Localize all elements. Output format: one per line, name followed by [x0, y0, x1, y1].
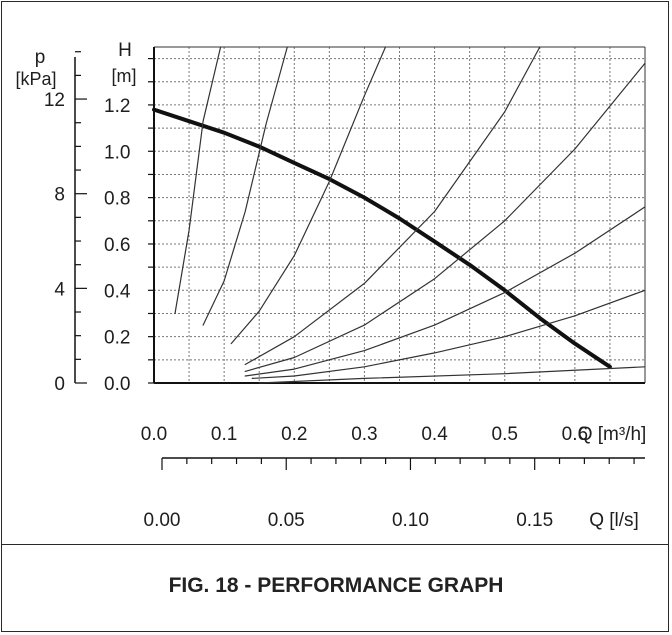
system-curve-line [174, 46, 222, 315]
y-tick-label: 0.2 [104, 328, 130, 349]
y2-axis-bracket-label: [kPa] [15, 69, 56, 89]
system-curve-line [251, 289, 646, 379]
y2-tick-label: 12 [44, 90, 65, 111]
system-curve-line [244, 206, 646, 377]
system-curve-line [202, 46, 288, 326]
y-tick-label: 1.0 [104, 142, 130, 163]
x-tick-label: 0.1 [211, 424, 237, 445]
system-curve-line [230, 46, 387, 345]
caption-divider [1, 544, 669, 545]
y-tick-label: 0.8 [104, 189, 130, 210]
y-tick-label: 0.4 [104, 281, 131, 302]
y2-tick-label: 4 [54, 279, 65, 300]
x2-axis-label: Q [l/s] [589, 510, 639, 531]
y2-tick-label: 8 [54, 185, 65, 206]
x2-tick-label: 0.05 [268, 510, 305, 531]
x2-tick-label: 0.00 [144, 510, 181, 531]
system-curve-line [244, 46, 541, 366]
chart-series [152, 46, 646, 384]
x-tick-label: 0.6 [562, 424, 588, 445]
pump-curve-line [152, 107, 612, 369]
y-axis-bracket-label: [m] [112, 66, 137, 86]
x-axis-label: Q [m³/h] [578, 424, 647, 445]
chart-grid [154, 47, 645, 383]
x-tick-label: 0.0 [141, 424, 167, 445]
x-tick-label: 0.4 [421, 424, 448, 445]
y-tick-label: 0.6 [104, 235, 130, 256]
tick-labels: 0 4 8 12 0.0 0.2 0.4 0.6 0.8 1.0 1.2 0.0 0.1 0.2 0.3 0.… [44, 90, 588, 531]
x2-tick-label: 0.10 [392, 510, 429, 531]
y-tick-label: 1.2 [104, 96, 130, 117]
system-curve-line [244, 62, 646, 372]
figure-caption: FIG. 18 - PERFORMANCE GRAPH [168, 574, 504, 597]
performance-chart: p [kPa] H [m] Q [m³/h] Q [l/s] 048120.00… [15, 40, 646, 531]
x-tick-label: 0.3 [351, 424, 377, 445]
y2-tick-label: 0 [54, 374, 65, 395]
system-curve-line [258, 366, 646, 384]
x-tick-label: 0.5 [492, 424, 518, 445]
y-tick-label: 0.0 [104, 374, 130, 395]
x2-tick-label: 0.15 [516, 510, 553, 531]
y2-axis-unit-label: p [35, 47, 46, 68]
y-axis-unit-label: H [118, 40, 132, 61]
x-tick-label: 0.2 [281, 424, 307, 445]
axis-labels: p [kPa] H [m] Q [m³/h] Q [l/s] [15, 40, 646, 531]
chart-axes [74, 46, 646, 470]
